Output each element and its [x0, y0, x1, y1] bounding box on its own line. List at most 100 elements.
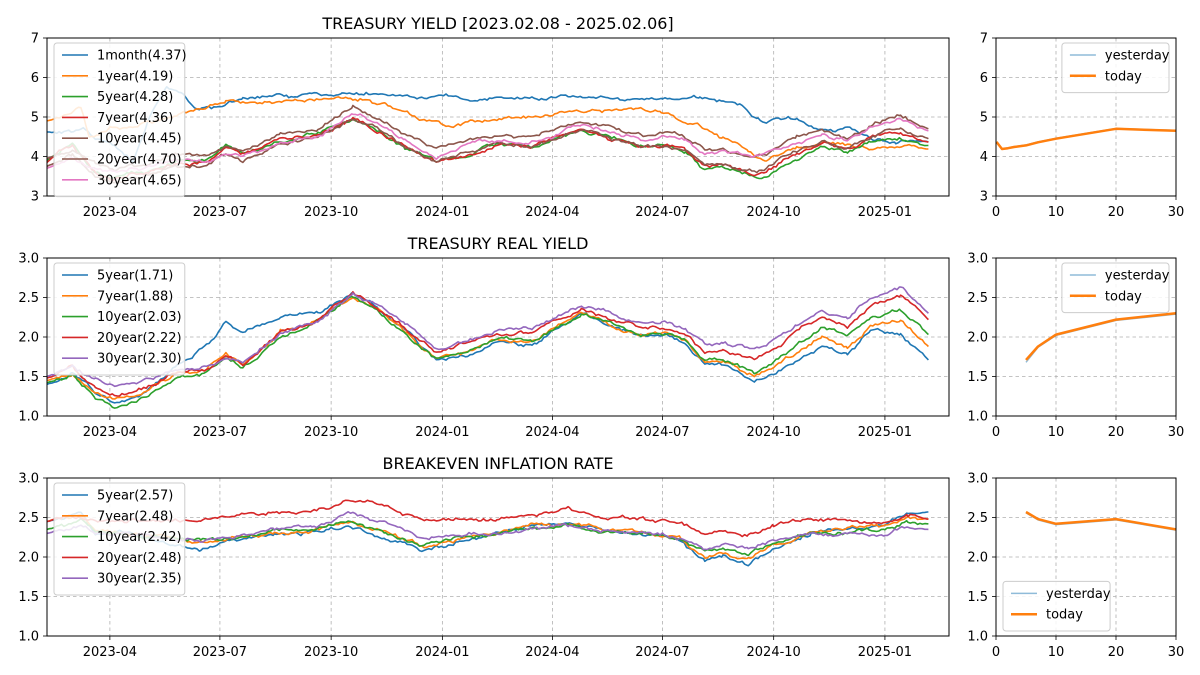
real_curve-axes-frame	[995, 257, 1177, 417]
legend-label: 20year(2.48)	[97, 551, 182, 566]
x-tick-label: 10	[1048, 425, 1065, 440]
x-tick-label: 2024-07	[635, 645, 689, 660]
x-tick-label: 2024-07	[635, 205, 689, 220]
x-tick-label: 10	[1048, 645, 1065, 660]
x-tick-label: 2023-04	[83, 425, 137, 440]
legend-label: 1month(4.37)	[97, 49, 187, 64]
series-line-2	[996, 127, 1176, 151]
series-line-2	[1025, 312, 1176, 361]
x-tick-label: 2023-10	[304, 645, 358, 660]
legend-label: today	[1105, 69, 1142, 84]
series-line-5	[47, 511, 929, 551]
y-tick-label: 2.0	[18, 331, 39, 346]
legend-label: 30year(4.65)	[97, 173, 182, 188]
x-tick-label: 2023-07	[193, 205, 247, 220]
y-tick-label: 1.0	[967, 630, 988, 645]
legend-label: 10year(4.45)	[97, 132, 182, 147]
y-tick-label: 1.0	[18, 410, 39, 425]
series-line-7	[47, 113, 929, 173]
y-tick-label: 3	[31, 190, 39, 205]
breakeven-series	[47, 499, 929, 567]
breakeven_curve-legend: yesterday today	[1002, 580, 1111, 632]
legend-label: 20year(2.22)	[97, 331, 182, 346]
x-tick-label: 20	[1108, 425, 1125, 440]
breakeven-axes-frame	[46, 477, 950, 637]
y-tick-label: 3.0	[967, 472, 988, 487]
x-tick-label: 30	[1168, 205, 1185, 220]
y-tick-label: 3.0	[967, 252, 988, 267]
y-tick-label: 2.0	[18, 551, 39, 566]
real-series	[47, 286, 929, 409]
legend-box	[53, 482, 186, 596]
y-tick-label: 1.0	[967, 410, 988, 425]
real-axes-frame	[46, 257, 950, 417]
nominal-panel: TREASURY YIELD [2023.02.08 - 2025.02.06]…	[31, 14, 950, 220]
legend-label: 5year(1.71)	[97, 269, 173, 284]
x-tick-label: 2024-01	[415, 205, 469, 220]
x-tick-label: 30	[1168, 645, 1185, 660]
x-tick-label: 2023-04	[83, 205, 137, 220]
y-tick-label: 2.0	[967, 331, 988, 346]
series-line-6	[47, 104, 929, 172]
real-ticks: 1.0 1.5 2.0 2.5 3.0 2023-04 2023-07 2023-10 2024…	[18, 252, 912, 441]
real_curve-panel: 1.0 1.5 2.0 2.5 3.0 0 10 20 30 yesterday today	[967, 252, 1184, 441]
legend-label: 5year(4.28)	[97, 90, 173, 105]
x-tick-label: 2024-01	[415, 645, 469, 660]
legend-label: yesterday	[1105, 49, 1170, 64]
real-title: TREASURY REAL YIELD	[407, 234, 589, 253]
nominal_curve-legend: yesterday today	[1061, 42, 1170, 94]
series-line-3	[47, 117, 929, 180]
x-tick-label: 30	[1168, 425, 1185, 440]
y-tick-label: 3	[980, 190, 988, 205]
legend-label: 1year(4.19)	[97, 69, 173, 84]
x-tick-label: 2024-10	[747, 425, 801, 440]
x-tick-label: 2025-01	[858, 205, 912, 220]
real_curve-series	[1025, 312, 1176, 363]
y-tick-label: 3.0	[18, 252, 39, 267]
legend-label: 30year(2.35)	[97, 572, 182, 587]
breakeven-title: BREAKEVEN INFLATION RATE	[383, 454, 614, 473]
series-line-2	[47, 96, 929, 162]
nominal-title: TREASURY YIELD [2023.02.08 - 2025.02.06]	[321, 14, 673, 33]
breakeven-legend: 5year(2.57) 7year(2.48) 10year(2.42) 20year…	[53, 482, 186, 596]
series-line-2	[47, 296, 929, 400]
series-line-4	[47, 499, 929, 538]
breakeven_curve-ticks: 1.0 1.5 2.0 2.5 3.0 0 10 20 30	[967, 472, 1184, 661]
legend-label: 10year(2.03)	[97, 310, 182, 325]
y-tick-label: 4	[31, 150, 39, 165]
y-tick-label: 2.5	[18, 511, 39, 526]
legend-label: 7year(1.88)	[97, 289, 173, 304]
x-tick-label: 2024-10	[747, 645, 801, 660]
x-tick-label: 0	[992, 645, 1000, 660]
legend-label: 7year(2.48)	[97, 509, 173, 524]
y-tick-label: 7	[31, 32, 39, 47]
x-tick-label: 20	[1108, 645, 1125, 660]
y-tick-label: 7	[980, 32, 988, 47]
y-tick-label: 1.5	[18, 370, 39, 385]
legend-label: 20year(4.70)	[97, 153, 182, 168]
series-line-1	[47, 292, 929, 404]
y-tick-label: 2.5	[967, 291, 988, 306]
series-line-5	[47, 118, 929, 184]
breakeven-ticks: 1.0 1.5 2.0 2.5 3.0 2023-04 2023-07 2023-10 2024…	[18, 472, 912, 661]
nominal-legend: 1month(4.37) 1year(4.19) 5year(4.28) 7year(…	[53, 42, 187, 198]
x-tick-label: 2023-04	[83, 645, 137, 660]
real_curve-legend: yesterday today	[1061, 262, 1170, 314]
real-panel: TREASURY REAL YIELD 1.0 1.5 2.0 2.5 3.0 2023-0…	[18, 234, 950, 441]
x-tick-label: 2024-04	[525, 205, 579, 220]
legend-label: today	[1105, 289, 1142, 304]
real-legend: 5year(1.71) 7year(1.88) 10year(2.03) 20year…	[53, 262, 186, 376]
x-tick-label: 2023-10	[304, 205, 358, 220]
nominal_curve-series	[996, 127, 1176, 151]
y-tick-label: 2.5	[18, 291, 39, 306]
x-tick-label: 0	[992, 205, 1000, 220]
x-tick-label: 2024-07	[635, 425, 689, 440]
series-line-3	[47, 295, 929, 409]
y-tick-label: 1.5	[18, 590, 39, 605]
y-tick-label: 2.5	[967, 511, 988, 526]
y-tick-label: 5	[980, 111, 988, 126]
nominal-series	[47, 86, 929, 184]
series-line-5	[47, 286, 929, 388]
y-tick-label: 2.0	[967, 551, 988, 566]
